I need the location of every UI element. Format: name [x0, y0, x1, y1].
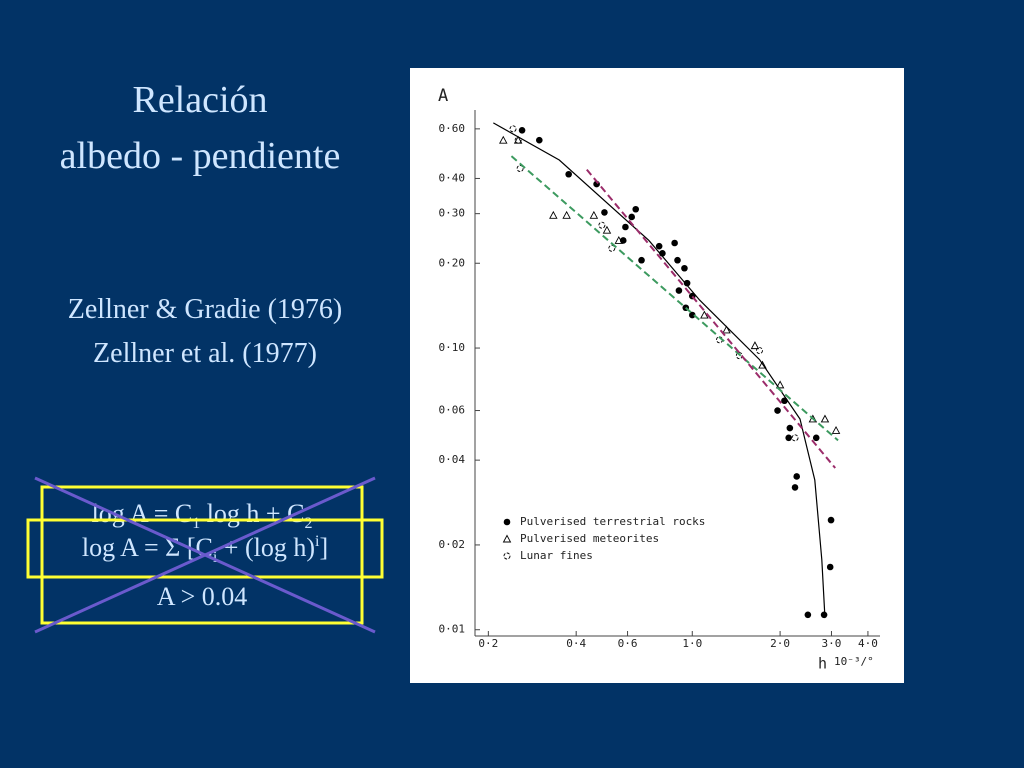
reference: Zellner & Gradie (1976): [68, 294, 342, 325]
x-tick-label: 4·0: [858, 637, 878, 650]
y-tick-label: 0·06: [439, 404, 466, 417]
formula-part: log h + C: [200, 499, 304, 528]
legend-label: Pulverised terrestrial rocks: [520, 515, 705, 528]
point: [791, 484, 799, 491]
superscript: i: [315, 533, 320, 550]
formula: log A = C1 log h + C2: [92, 499, 313, 532]
point: [722, 325, 731, 334]
point: [786, 424, 794, 432]
point: [509, 125, 517, 133]
fit-line: [510, 155, 839, 442]
point: [598, 221, 606, 229]
formula-part: log A = Σ [C: [82, 533, 213, 562]
y-tick-label: 0·60: [439, 122, 466, 135]
point: [671, 239, 678, 247]
point: [791, 434, 799, 442]
y-axis-label: A: [438, 86, 448, 106]
point: [589, 210, 599, 219]
point: [688, 311, 696, 319]
point: [756, 347, 763, 354]
chart: A h 10⁻³/° 0·01 0·02 0·04 0·06 0·10 0·20 0·30 0…: [410, 68, 904, 683]
y-tick-label: 0·01: [439, 623, 466, 636]
point: [632, 205, 640, 213]
legend-label: Lunar fines: [520, 549, 593, 562]
x-tick-label: 0·6: [618, 637, 638, 650]
fit-line: [493, 122, 826, 619]
formula-box: [26, 518, 384, 579]
reference: Zellner et al. (1977): [93, 338, 317, 369]
point: [503, 518, 511, 526]
point: [674, 256, 681, 264]
y-tick-label: 0·10: [439, 341, 466, 354]
point: [608, 244, 616, 252]
y-tick-label: 0·02: [439, 538, 466, 551]
formula-box: [40, 485, 364, 625]
y-tick-label: 0·40: [439, 171, 466, 184]
point: [638, 256, 645, 264]
point: [681, 264, 688, 272]
y-tick-label: 0·04: [439, 453, 466, 466]
point: [775, 380, 785, 389]
x-tick-label: 1·0: [682, 637, 702, 650]
point: [700, 310, 709, 319]
point: [831, 425, 841, 434]
y-tick-label: 0·30: [439, 207, 466, 220]
point: [826, 563, 834, 571]
point: [827, 516, 835, 524]
point: [785, 434, 792, 442]
title-line: albedo - pendiente: [60, 135, 341, 177]
legend-label: Pulverised meteorites: [520, 532, 659, 545]
point: [601, 209, 608, 216]
point: [502, 534, 512, 543]
chart-background: [410, 68, 904, 683]
x-axis-label: h: [818, 655, 827, 673]
x-tick-label: 3·0: [822, 637, 842, 650]
x-tick-label: 0·4: [566, 637, 586, 650]
point: [518, 126, 526, 134]
point: [774, 407, 781, 414]
point: [628, 213, 636, 221]
cross-line: [34, 476, 376, 634]
formula-group: log A = C1 log h + C2 log A = Σ [Ci + (l…: [26, 476, 384, 634]
formula: log A = Σ [Ci + (log h)i]: [82, 533, 328, 566]
point: [781, 397, 788, 405]
point: [614, 235, 624, 244]
point: [655, 242, 663, 250]
point: [804, 611, 812, 619]
point: [602, 225, 612, 234]
x-axis-unit: 10⁻³/°: [834, 655, 874, 668]
subscript: 1: [192, 515, 200, 532]
y-tick-label: 0·20: [439, 256, 466, 269]
x-tick-label: 2·0: [770, 637, 790, 650]
slide-text: Relación albedo - pendiente Zellner & Gr…: [60, 79, 343, 369]
formula-part: + (log h): [217, 533, 315, 562]
x-tick-label: 0·2: [478, 637, 498, 650]
point: [562, 210, 571, 219]
point: [793, 473, 801, 480]
point: [549, 210, 558, 219]
point: [758, 360, 767, 369]
formula-part: ]: [319, 533, 328, 562]
subscript: 2: [304, 515, 312, 532]
point: [536, 136, 543, 144]
point: [820, 611, 828, 619]
title-line: Relación: [132, 79, 267, 121]
point: [675, 287, 683, 294]
point: [565, 170, 572, 178]
point: [516, 165, 524, 172]
point: [503, 552, 511, 560]
point: [750, 341, 760, 350]
point: [812, 434, 820, 442]
formula-part: log A = C: [92, 499, 193, 528]
subscript: i: [213, 549, 218, 566]
point: [820, 414, 830, 423]
point: [683, 279, 691, 287]
condition: A > 0.04: [157, 582, 248, 611]
point: [622, 223, 629, 231]
point: [499, 135, 508, 144]
fit-line: [586, 168, 836, 469]
